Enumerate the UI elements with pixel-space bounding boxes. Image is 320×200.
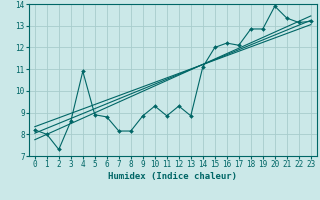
X-axis label: Humidex (Indice chaleur): Humidex (Indice chaleur): [108, 172, 237, 181]
